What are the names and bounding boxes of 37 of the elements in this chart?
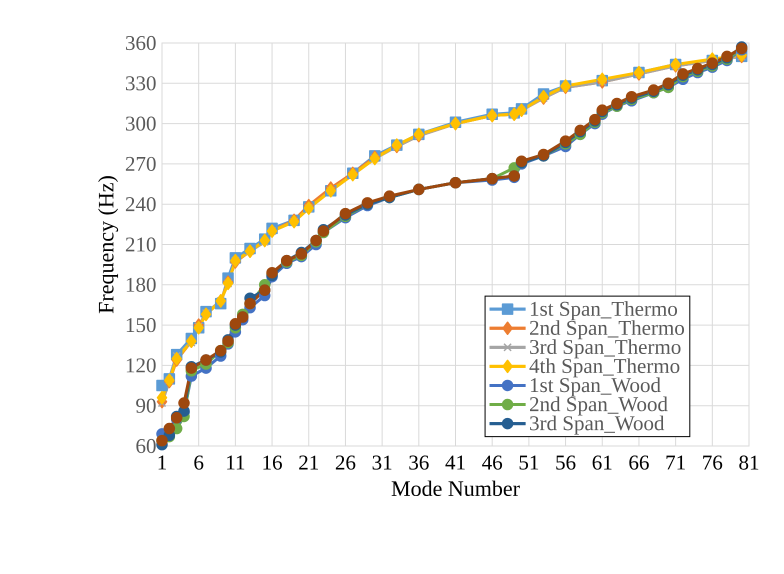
x-tick-label: 61: [592, 456, 612, 470]
y-tick-label: 60: [136, 438, 156, 454]
x-tick-label: 56: [556, 456, 576, 470]
legend-label: 1st Span_Thermo: [530, 301, 678, 320]
x-tick-label: 41: [445, 456, 465, 470]
x-tick-label: 81: [739, 456, 758, 470]
legend-label: 3rd Span_Thermo: [530, 339, 681, 358]
y-tick-label: 300: [126, 116, 156, 131]
x-tick-label: 1: [158, 456, 166, 470]
y-tick-label: 90: [136, 398, 156, 413]
y-tick-label: 210: [126, 237, 156, 252]
x-tick-label: 76: [703, 456, 722, 470]
y-tick-label: 150: [126, 318, 156, 332]
y-tick-label: 180: [126, 278, 156, 292]
y-tick-label: 330: [126, 76, 156, 90]
y-tick-label: 120: [126, 358, 156, 372]
legend-label: 1st Span_Wood: [530, 377, 661, 396]
y-tick-label: 240: [126, 197, 156, 212]
y-tick-label: 360: [126, 36, 156, 50]
x-tick-label: 6: [194, 456, 204, 470]
y-tick-label: 270: [126, 156, 156, 171]
x-tick-label: 26: [336, 456, 356, 470]
x-tick-label: 11: [227, 456, 244, 470]
y-axis-title: Frequency (Hz): [98, 176, 118, 314]
x-tick-label: 71: [666, 456, 685, 470]
x-tick-label: 66: [629, 456, 649, 470]
x-tick-label: 36: [409, 456, 429, 470]
x-tick-label: 21: [299, 456, 318, 470]
legend-label: 4th Span_Thermo: [529, 358, 680, 378]
legend-label: 2nd Span_Wood: [530, 396, 668, 416]
x-tick-label: 16: [263, 456, 282, 470]
x-tick-label: 31: [372, 456, 392, 470]
legend-label: 3rd Span_Wood: [530, 416, 664, 435]
x-axis-title: Mode Number: [392, 480, 520, 496]
legend-label: 2nd Span_Thermo: [530, 320, 684, 340]
x-tick-label: 51: [520, 456, 538, 470]
x-tick-label: 46: [482, 456, 502, 470]
